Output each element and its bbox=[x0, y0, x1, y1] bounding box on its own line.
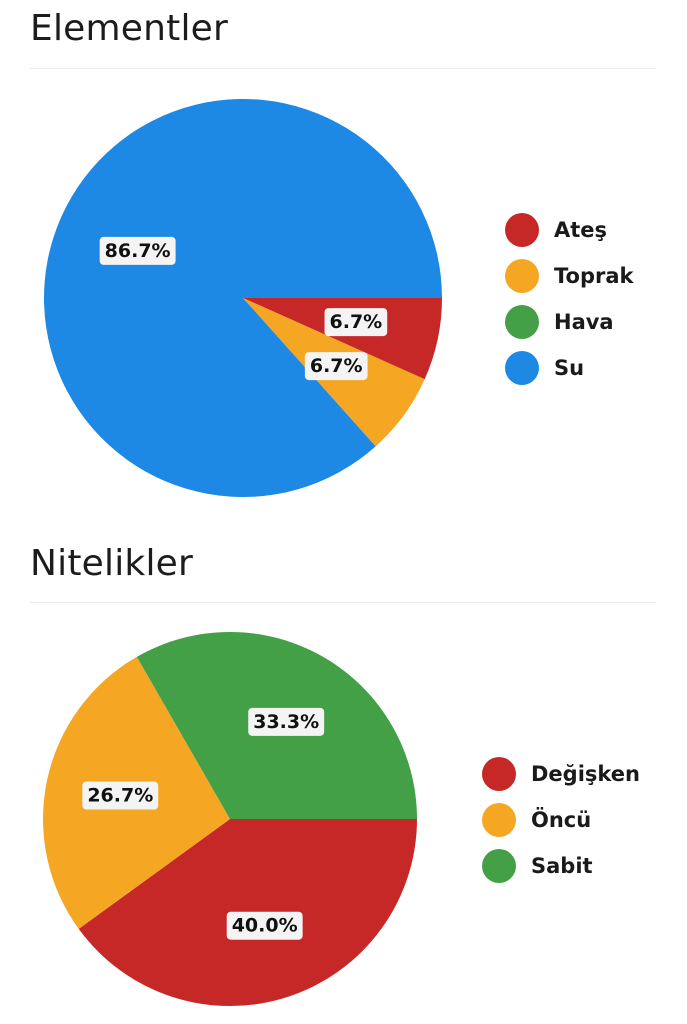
slice-label-degisken: 40.0% bbox=[226, 911, 303, 940]
legend-label: Toprak bbox=[554, 264, 634, 288]
pie-chart-elementler: 6.7% 6.7% 86.7% bbox=[44, 98, 443, 497]
legend-label: Hava bbox=[554, 310, 614, 334]
legend-nitelikler: Değişken Öncü Sabit bbox=[482, 751, 640, 889]
legend-label: Değişken bbox=[531, 762, 640, 786]
slice-label-text: 33.3% bbox=[253, 711, 319, 733]
slice-label-text: 6.7% bbox=[310, 355, 363, 377]
slice-label-box bbox=[248, 707, 325, 736]
pie-slice-su[interactable] bbox=[44, 98, 443, 497]
slice-label-box bbox=[304, 352, 368, 381]
legend-item-sabit[interactable]: Sabit bbox=[482, 843, 640, 889]
legend-label: Sabit bbox=[531, 854, 593, 878]
slice-label-box bbox=[99, 236, 176, 265]
legend-item-hava[interactable]: Hava bbox=[505, 299, 634, 345]
legend-label: Su bbox=[554, 356, 585, 380]
slice-label-box bbox=[82, 781, 159, 810]
title-divider bbox=[30, 68, 655, 69]
slice-label-toprak: 6.7% bbox=[304, 352, 368, 381]
legend-item-toprak[interactable]: Toprak bbox=[505, 253, 634, 299]
legend-elementler: Ateş Toprak Hava Su bbox=[505, 207, 634, 391]
legend-swatch bbox=[505, 213, 539, 247]
legend-item-su[interactable]: Su bbox=[505, 345, 634, 391]
slice-label-box bbox=[226, 911, 303, 940]
legend-label: Ateş bbox=[554, 218, 608, 242]
legend-swatch bbox=[505, 305, 539, 339]
slice-label-box bbox=[324, 308, 388, 337]
legend-swatch bbox=[505, 259, 539, 293]
legend-item-degisken[interactable]: Değişken bbox=[482, 751, 640, 797]
legend-item-ates[interactable]: Ateş bbox=[505, 207, 634, 253]
legend-swatch bbox=[505, 351, 539, 385]
slice-label-sabit: 33.3% bbox=[248, 707, 325, 736]
legend-swatch bbox=[482, 757, 516, 791]
slice-label-oncu: 26.7% bbox=[82, 781, 159, 810]
legend-swatch bbox=[482, 849, 516, 883]
slice-label-ates: 6.7% bbox=[324, 308, 388, 337]
slice-label-text: 6.7% bbox=[330, 311, 383, 333]
slice-label-text: 86.7% bbox=[105, 240, 171, 262]
chart-title-elementler: Elementler bbox=[30, 8, 228, 49]
legend-swatch bbox=[482, 803, 516, 837]
slice-label-text: 40.0% bbox=[232, 915, 298, 937]
slice-label-text: 26.7% bbox=[87, 785, 153, 807]
chart-title-nitelikler: Nitelikler bbox=[30, 543, 193, 584]
pie-slice-ates[interactable] bbox=[243, 298, 442, 380]
slice-label-su: 86.7% bbox=[99, 236, 176, 265]
legend-item-oncu[interactable]: Öncü bbox=[482, 797, 640, 843]
legend-label: Öncü bbox=[531, 808, 592, 832]
title-divider bbox=[30, 602, 655, 603]
pie-chart-nitelikler: 40.0% 26.7% 33.3% bbox=[43, 632, 418, 1006]
